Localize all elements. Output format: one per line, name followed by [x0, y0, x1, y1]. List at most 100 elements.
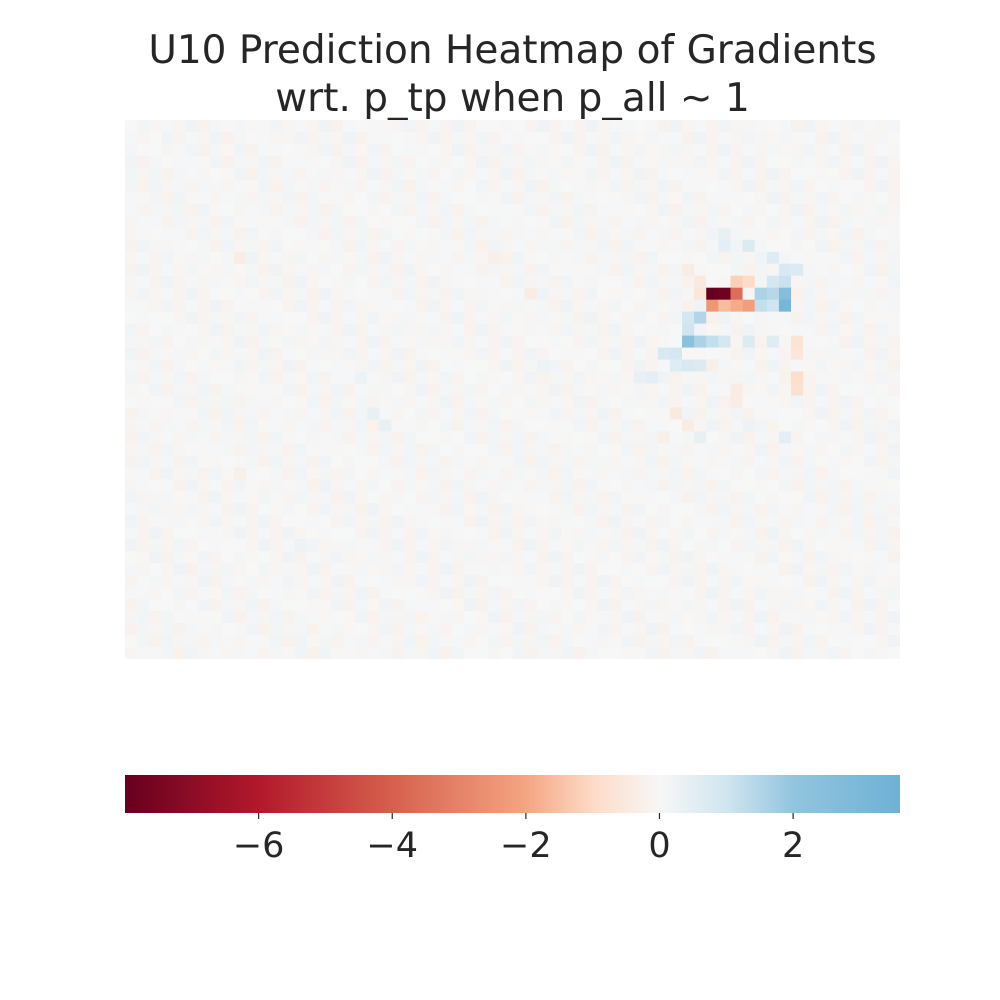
heatmap-cell: [815, 371, 828, 384]
heatmap-cell: [367, 443, 380, 456]
heatmap-cell: [258, 503, 271, 516]
heatmap-cell: [621, 227, 634, 241]
heatmap-cell: [161, 179, 174, 193]
heatmap-cell: [718, 251, 731, 265]
heatmap-cell: [464, 371, 477, 384]
heatmap-cell: [682, 215, 695, 229]
heatmap-cell: [221, 299, 235, 312]
heatmap-cell: [827, 527, 840, 540]
heatmap-cell: [209, 563, 223, 576]
heatmap-cell: [246, 227, 259, 241]
heatmap-cell: [791, 611, 804, 624]
heatmap-cell: [573, 143, 586, 157]
heatmap-cell: [742, 587, 756, 600]
heatmap-cell: [427, 599, 441, 612]
heatmap-cell: [875, 227, 889, 241]
heatmap-cell: [585, 179, 598, 193]
heatmap-cell: [766, 503, 780, 516]
heatmap-cell: [742, 503, 756, 516]
heatmap-cell: [718, 299, 731, 312]
heatmap-cell: [233, 359, 247, 372]
heatmap-cell: [669, 587, 683, 600]
heatmap-cell: [149, 167, 162, 181]
heatmap-cell: [887, 527, 900, 540]
heatmap-cell: [682, 191, 695, 205]
heatmap-cell: [851, 407, 865, 420]
heatmap-cell: [863, 647, 877, 659]
heatmap-cell: [887, 443, 900, 456]
heatmap-cell: [803, 539, 816, 552]
heatmap-cell: [476, 239, 489, 253]
heatmap-cell: [367, 120, 380, 133]
heatmap-cell: [657, 527, 671, 540]
heatmap-cell: [209, 647, 223, 659]
heatmap-cell: [851, 467, 865, 480]
heatmap-cell: [258, 371, 271, 384]
heatmap-cell: [766, 431, 780, 444]
heatmap-cell: [548, 323, 562, 336]
heatmap-cell: [137, 587, 150, 600]
heatmap-cell: [560, 335, 574, 348]
heatmap-cell: [282, 347, 295, 360]
heatmap-cell: [791, 263, 804, 277]
heatmap-cell: [742, 227, 756, 241]
heatmap-cell: [682, 563, 695, 576]
heatmap-cell: [379, 215, 392, 229]
heatmap-cell: [560, 311, 574, 324]
heatmap-cell: [791, 623, 804, 636]
heatmap-cell: [488, 275, 501, 289]
heatmap-cell: [173, 431, 186, 444]
heatmap-cell: [742, 131, 756, 145]
heatmap-cell: [367, 359, 380, 372]
heatmap-cell: [427, 611, 441, 624]
heatmap-cell: [173, 539, 186, 552]
heatmap-cell: [488, 563, 501, 576]
heatmap-cell: [791, 515, 804, 528]
heatmap-cell: [391, 395, 404, 408]
heatmap-cell: [197, 155, 211, 169]
heatmap-cell: [706, 551, 719, 564]
heatmap-cell: [197, 299, 211, 312]
heatmap-cell: [633, 419, 647, 432]
heatmap-cell: [161, 155, 174, 169]
heatmap-cell: [318, 155, 332, 169]
heatmap-cell: [185, 359, 199, 372]
heatmap-cell: [524, 299, 538, 312]
heatmap-cell: [500, 203, 513, 217]
heatmap-cell: [766, 623, 780, 636]
heatmap-cell: [778, 287, 792, 301]
heatmap-cell: [476, 287, 489, 301]
heatmap-cell: [246, 287, 259, 301]
heatmap-cell: [597, 419, 610, 432]
heatmap-cell: [379, 263, 392, 277]
heatmap-cell: [173, 251, 186, 265]
heatmap-cell: [391, 299, 404, 312]
heatmap-cell: [246, 599, 259, 612]
heatmap-cell: [464, 623, 477, 636]
heatmap-cell: [125, 443, 138, 456]
heatmap-cell: [851, 347, 865, 360]
heatmap-cell: [367, 563, 380, 576]
heatmap-cell: [730, 527, 743, 540]
heatmap-cell: [282, 275, 295, 289]
heatmap-cell: [488, 215, 501, 229]
heatmap-cell: [282, 251, 295, 265]
heatmap-cell: [718, 635, 731, 648]
heatmap-cell: [706, 347, 719, 360]
heatmap-cell: [500, 131, 513, 145]
heatmap-cell: [464, 455, 477, 468]
heatmap-cell: [742, 467, 756, 480]
heatmap-cell: [500, 395, 513, 408]
heatmap-cell: [512, 131, 525, 145]
heatmap-cell: [778, 299, 792, 312]
heatmap-cell: [451, 563, 465, 576]
heatmap-cell: [149, 143, 162, 157]
heatmap-cell: [669, 503, 683, 516]
heatmap-cell: [464, 299, 477, 312]
heatmap-cell: [197, 587, 211, 600]
heatmap-cell: [863, 383, 877, 396]
heatmap-cell: [149, 311, 162, 324]
heatmap-cell: [815, 575, 828, 588]
heatmap-cell: [197, 419, 211, 432]
heatmap-cell: [815, 287, 828, 301]
